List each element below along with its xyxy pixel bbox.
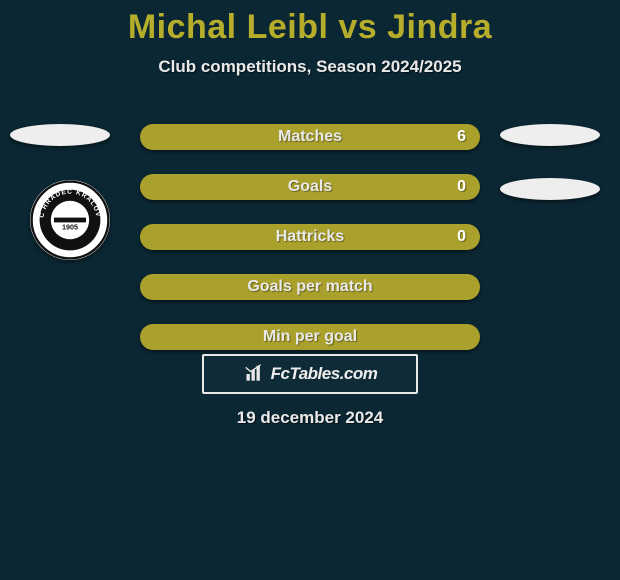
stat-bar-gpm: Goals per match (140, 274, 480, 300)
subtitle: Club competitions, Season 2024/2025 (158, 57, 461, 77)
svg-text:1905: 1905 (62, 223, 78, 232)
page-title: Michal Leibl vs Jindra (128, 8, 492, 47)
attribution-text: FcTables.com (271, 364, 378, 384)
stat-label: Goals per match (247, 278, 372, 296)
stat-bar-matches: Matches 6 (140, 124, 480, 150)
date-label: 19 december 2024 (237, 408, 384, 428)
stat-right-value: 6 (457, 128, 466, 146)
stat-bars: Matches 6 Goals 0 Hattricks 0 Goals per … (140, 124, 480, 350)
stat-label: Hattricks (276, 228, 344, 246)
stat-bar-hattricks: Hattricks 0 (140, 224, 480, 250)
stat-right-value: 0 (457, 178, 466, 196)
stat-label: Matches (278, 128, 342, 146)
attribution-box: FcTables.com (202, 354, 418, 394)
stat-right-value: 0 (457, 228, 466, 246)
infographic-root: Michal Leibl vs Jindra Club competitions… (0, 0, 620, 580)
left-player-placeholder (10, 124, 110, 146)
club-crest-icon: 1905 FC HRADEC KRÁLOVÉ (30, 180, 110, 260)
stat-label: Min per goal (263, 328, 357, 346)
bar-chart-icon (243, 364, 265, 384)
stat-bar-goals: Goals 0 (140, 174, 480, 200)
left-club-badge: 1905 FC HRADEC KRÁLOVÉ (30, 180, 110, 260)
right-player-placeholder-2 (500, 178, 600, 200)
stat-label: Goals (288, 178, 332, 196)
right-player-placeholder-1 (500, 124, 600, 146)
stat-bar-mpg: Min per goal (140, 324, 480, 350)
